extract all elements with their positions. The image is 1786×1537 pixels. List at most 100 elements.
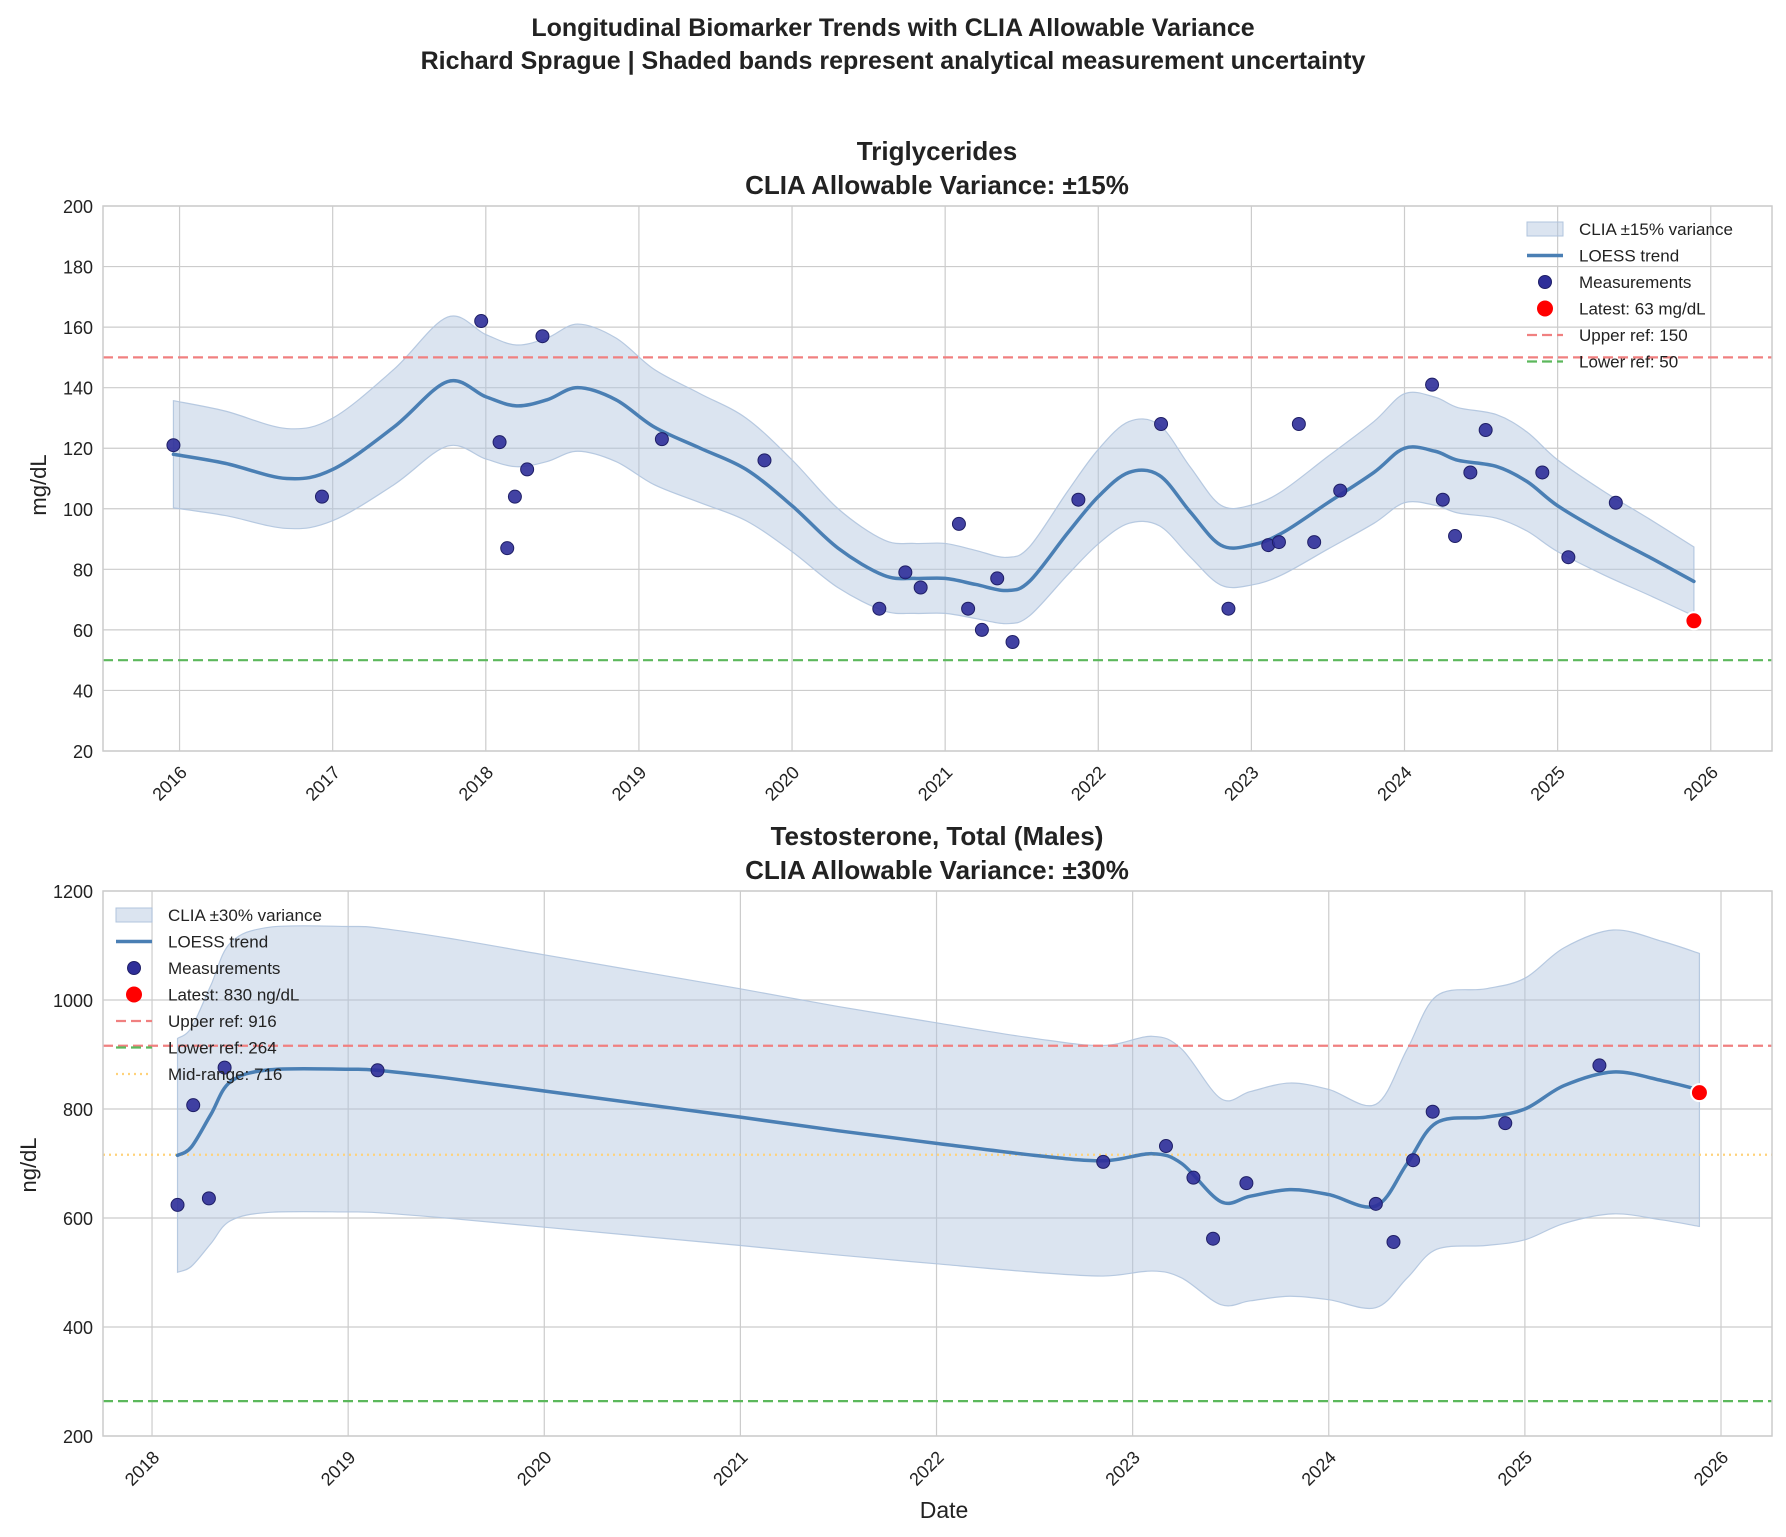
- y-tick-label: 400: [63, 1318, 93, 1338]
- legend-label: Lower ref: 264: [168, 1039, 277, 1058]
- y-tick-label: 80: [73, 560, 93, 580]
- measurement-point[interactable]: [961, 601, 976, 616]
- latest-measurement-point[interactable]: [1689, 1083, 1709, 1103]
- measurement-point[interactable]: [1206, 1231, 1221, 1246]
- legend-label: Latest: 63 mg/dL: [1579, 300, 1706, 319]
- measurement-point[interactable]: [1435, 492, 1450, 507]
- y-tick-label: 140: [63, 379, 93, 399]
- measurement-point[interactable]: [314, 489, 329, 504]
- measurement-point[interactable]: [166, 438, 181, 453]
- measurement-point[interactable]: [1158, 1139, 1173, 1154]
- figure-title: Longitudinal Biomarker Trends with CLIA …: [531, 14, 1254, 42]
- plot-frame: [102, 205, 1773, 752]
- measurement-point[interactable]: [654, 432, 669, 447]
- legend-label: Measurements: [168, 959, 280, 978]
- legend-swatch-latest: [126, 986, 142, 1003]
- measurement-point[interactable]: [474, 314, 489, 329]
- measurement-point[interactable]: [1154, 417, 1169, 431]
- measurement-point[interactable]: [1005, 635, 1020, 649]
- measurement-point[interactable]: [1221, 601, 1236, 616]
- measurement-point[interactable]: [201, 1191, 216, 1206]
- latest-measurement-point[interactable]: [1684, 611, 1704, 631]
- legend: CLIA ±30% variance LOESS trend Measurement…: [115, 906, 322, 1084]
- legend: CLIA ±15% variance LOESS trend Measurement…: [1526, 220, 1733, 372]
- legend-swatch-band: [1526, 221, 1564, 237]
- chart-title: Testosterone, Total (Males): [771, 821, 1104, 851]
- y-tick-label: 40: [73, 681, 93, 701]
- measurement-point[interactable]: [1478, 423, 1493, 438]
- y-axis-label: mg/dL: [26, 454, 51, 515]
- measurement-point[interactable]: [170, 1197, 185, 1212]
- measurement-point[interactable]: [1239, 1176, 1254, 1191]
- clia-variance-band: [176, 925, 1701, 1310]
- legend-swatch-measurements: [127, 961, 141, 975]
- y-tick-label: 200: [63, 1427, 93, 1447]
- measurement-point[interactable]: [913, 580, 928, 595]
- measurement-point[interactable]: [535, 329, 550, 344]
- measurement-point[interactable]: [217, 1060, 232, 1075]
- y-axis-label: ng/dL: [16, 1137, 41, 1192]
- legend-swatch-latest: [1537, 300, 1553, 317]
- chart-subtitle: CLIA Allowable Variance: ±30%: [745, 855, 1129, 885]
- measurement-point[interactable]: [1406, 1153, 1421, 1168]
- y-tick-label: 120: [63, 439, 93, 459]
- y-tick-label: 1000: [53, 991, 93, 1011]
- legend-label: LOESS trend: [1579, 247, 1679, 266]
- measurement-point[interactable]: [1186, 1170, 1201, 1185]
- measurement-point[interactable]: [1425, 1104, 1440, 1119]
- measurement-point[interactable]: [974, 622, 989, 637]
- y-tick-label: 160: [63, 318, 93, 338]
- measurement-point[interactable]: [1071, 492, 1086, 507]
- legend-label: CLIA ±30% variance: [168, 906, 322, 925]
- measurement-point[interactable]: [1608, 495, 1623, 510]
- legend-label: LOESS trend: [168, 933, 268, 952]
- y-tick-label: 800: [63, 1100, 93, 1120]
- loess-trend-line: [175, 1066, 1702, 1209]
- measurement-point[interactable]: [1333, 483, 1348, 498]
- measurement-point[interactable]: [492, 435, 507, 450]
- measurement-point[interactable]: [520, 462, 535, 477]
- measurement-point[interactable]: [872, 601, 887, 616]
- measurement-point[interactable]: [990, 571, 1005, 586]
- plot-frame: [102, 890, 1773, 1437]
- measurement-point[interactable]: [757, 453, 772, 468]
- measurement-point[interactable]: [1425, 377, 1440, 392]
- measurement-point[interactable]: [1368, 1196, 1383, 1211]
- measurement-point[interactable]: [1535, 465, 1550, 480]
- legend-label: Upper ref: 150: [1579, 326, 1688, 345]
- plot-area: [103, 891, 1772, 1436]
- measurement-point[interactable]: [1291, 417, 1306, 431]
- measurement-point[interactable]: [507, 489, 522, 504]
- loess-trend-line: [171, 378, 1696, 593]
- measurement-point[interactable]: [1448, 529, 1463, 544]
- y-tick-label: 1200: [53, 882, 93, 902]
- measurement-point[interactable]: [186, 1098, 201, 1113]
- x-axis-label: Date: [920, 1497, 969, 1523]
- y-tick-label: 180: [63, 258, 93, 278]
- legend-label: Latest: 830 ng/dL: [168, 986, 299, 1005]
- figure-subtitle: Richard Sprague | Shaded bands represent…: [421, 47, 1366, 75]
- measurement-point[interactable]: [1386, 1234, 1401, 1249]
- measurement-point[interactable]: [1463, 465, 1478, 480]
- measurement-point[interactable]: [500, 541, 515, 556]
- measurement-point[interactable]: [370, 1063, 385, 1078]
- measurement-point[interactable]: [1498, 1116, 1513, 1131]
- y-tick-label: 600: [63, 1209, 93, 1229]
- measurement-point[interactable]: [1271, 535, 1286, 550]
- legend-swatch-measurements: [1538, 275, 1552, 289]
- measurement-point[interactable]: [1561, 550, 1576, 565]
- y-tick-label: 100: [63, 500, 93, 520]
- measurement-point[interactable]: [1096, 1154, 1111, 1169]
- measurement-point[interactable]: [1307, 535, 1322, 550]
- y-tick-label: 200: [63, 197, 93, 217]
- measurement-point[interactable]: [1592, 1058, 1607, 1073]
- y-tick-label: 20: [73, 742, 93, 762]
- y-tick-label: 60: [73, 621, 93, 641]
- measurement-point[interactable]: [898, 565, 913, 580]
- testosterone-chart: Testosterone, Total (Males) CLIA Allowab…: [16, 821, 1773, 1523]
- triglycerides-chart: Triglycerides CLIA Allowable Variance: ±…: [26, 136, 1773, 805]
- legend-label: Measurements: [1579, 273, 1691, 292]
- measurement-point[interactable]: [951, 516, 966, 531]
- legend-label: Lower ref: 50: [1579, 353, 1678, 372]
